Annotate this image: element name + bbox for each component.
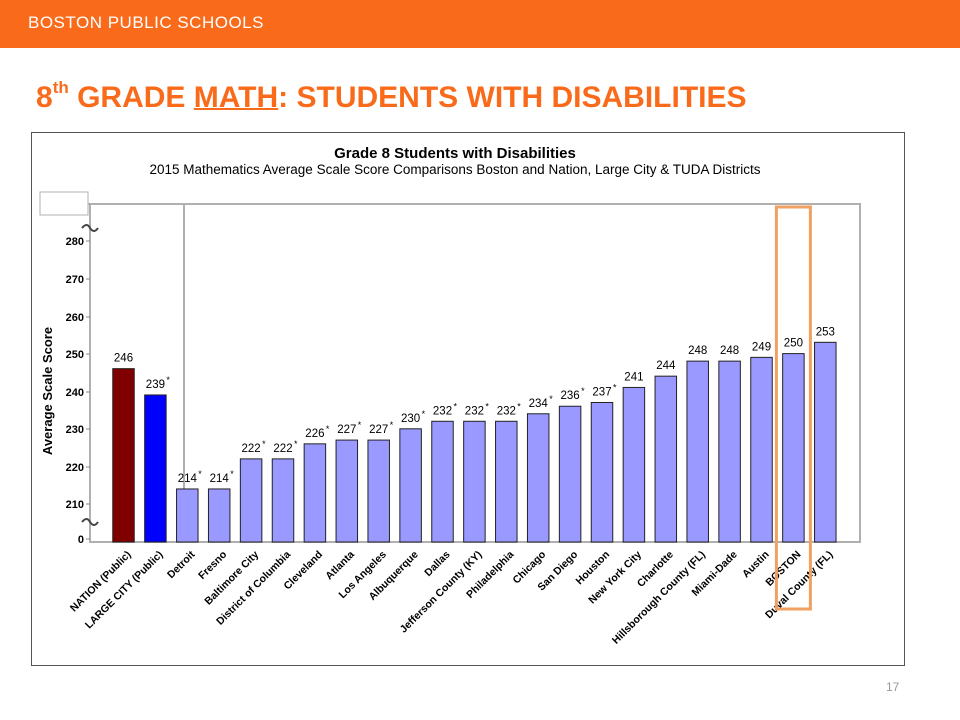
x-tick-label: Dallas [422,549,452,579]
significance-marker: * [422,409,426,419]
data-label: 227 [337,424,356,436]
chart-frame: Grade 8 Students with Disabilities 2015 … [31,132,905,666]
title-superscript: th [52,78,69,97]
bar [814,341,837,543]
page-number: 17 [886,680,900,694]
x-tick-label: Detroit [165,548,198,581]
bar [590,401,614,543]
significance-marker: * [613,382,617,392]
y-axis-label: Average Scale Score [40,327,55,455]
bar [463,420,486,543]
significance-marker: * [549,394,553,404]
bar [431,420,454,543]
bar [750,356,773,543]
chart-subtitle: 2015 Mathematics Average Scale Score Com… [149,162,760,177]
bar-chart: Grade 8 Students with Disabilities 2015 … [39,145,861,647]
bar [144,394,167,543]
data-label: 230 [401,413,420,425]
data-label: 232 [497,405,516,417]
significance-marker: * [198,469,202,479]
bar [654,375,678,543]
data-label: 232 [433,405,452,417]
significance-marker: * [517,401,521,411]
y-tick-label: 270 [66,274,84,286]
bar [399,428,422,543]
data-label: 246 [114,353,133,365]
bar [303,443,327,543]
data-label: 249 [752,341,771,353]
data-label: 239 [146,379,165,391]
organization-name: BOSTON PUBLIC SCHOOLS [28,13,264,32]
significance-marker: * [581,386,585,396]
bar [367,439,390,543]
significance-marker: * [485,401,489,411]
data-label: 241 [624,371,643,383]
significance-marker: * [390,420,394,430]
top-banner: BOSTON PUBLIC SCHOOLS [0,0,960,48]
title-suffix: : STUDENTS WITH DISABILITIES [278,81,747,114]
axis-break-box-bottom [59,553,93,567]
bar [495,420,518,543]
data-label: 253 [816,326,835,338]
axis-break-box-top [39,191,89,216]
bar [271,458,295,543]
y-tick-label: 240 [66,387,84,399]
data-label: 214 [178,473,198,485]
data-label: 250 [784,338,803,350]
y-tick-label: 230 [66,424,84,436]
bar [112,368,135,543]
data-label: 222 [273,443,292,455]
y-tick-label: 250 [66,349,84,361]
bar [718,360,741,543]
title-underlined: MATH [193,81,279,114]
axis-break-mark-bottom [81,518,99,526]
data-label: 234 [529,398,549,410]
y-tick-label: 220 [66,462,84,474]
highlight-box-boston [774,205,812,611]
y-tick-label: 0 [78,534,84,546]
bar [239,458,263,543]
y-tick-label: 260 [66,312,84,324]
significance-marker: * [262,439,266,449]
y-tick-label: 280 [66,236,84,248]
significance-marker: * [454,401,458,411]
page-title: 8th GRADE MATH: STUDENTS WITH DISABILITI… [36,78,747,115]
bar [686,360,709,543]
significance-marker: * [294,439,298,449]
axis-break-mark-top [81,224,99,232]
data-label: 236 [561,390,580,402]
data-label: 244 [656,360,676,372]
significance-marker: * [326,424,330,434]
bar [335,439,359,543]
bar [558,405,582,543]
data-label: 222 [242,443,261,455]
title-middle: GRADE [68,81,194,114]
bar [207,488,231,543]
data-label: 232 [465,405,484,417]
data-label: 248 [720,345,739,357]
data-label: 214 [210,473,230,485]
significance-marker: * [358,420,362,430]
y-tick-label: 210 [66,499,84,511]
data-label: 237 [592,386,611,398]
bar [622,386,646,543]
title-prefix: 8 [36,81,53,114]
bar [176,488,199,543]
bar [526,413,550,543]
bar [782,353,805,543]
chart-title: Grade 8 Students with Disabilities [334,145,576,162]
data-label: 226 [305,428,324,440]
data-label: 227 [369,424,388,436]
significance-marker: * [230,469,234,479]
data-label: 248 [688,345,707,357]
significance-marker: * [166,375,170,385]
